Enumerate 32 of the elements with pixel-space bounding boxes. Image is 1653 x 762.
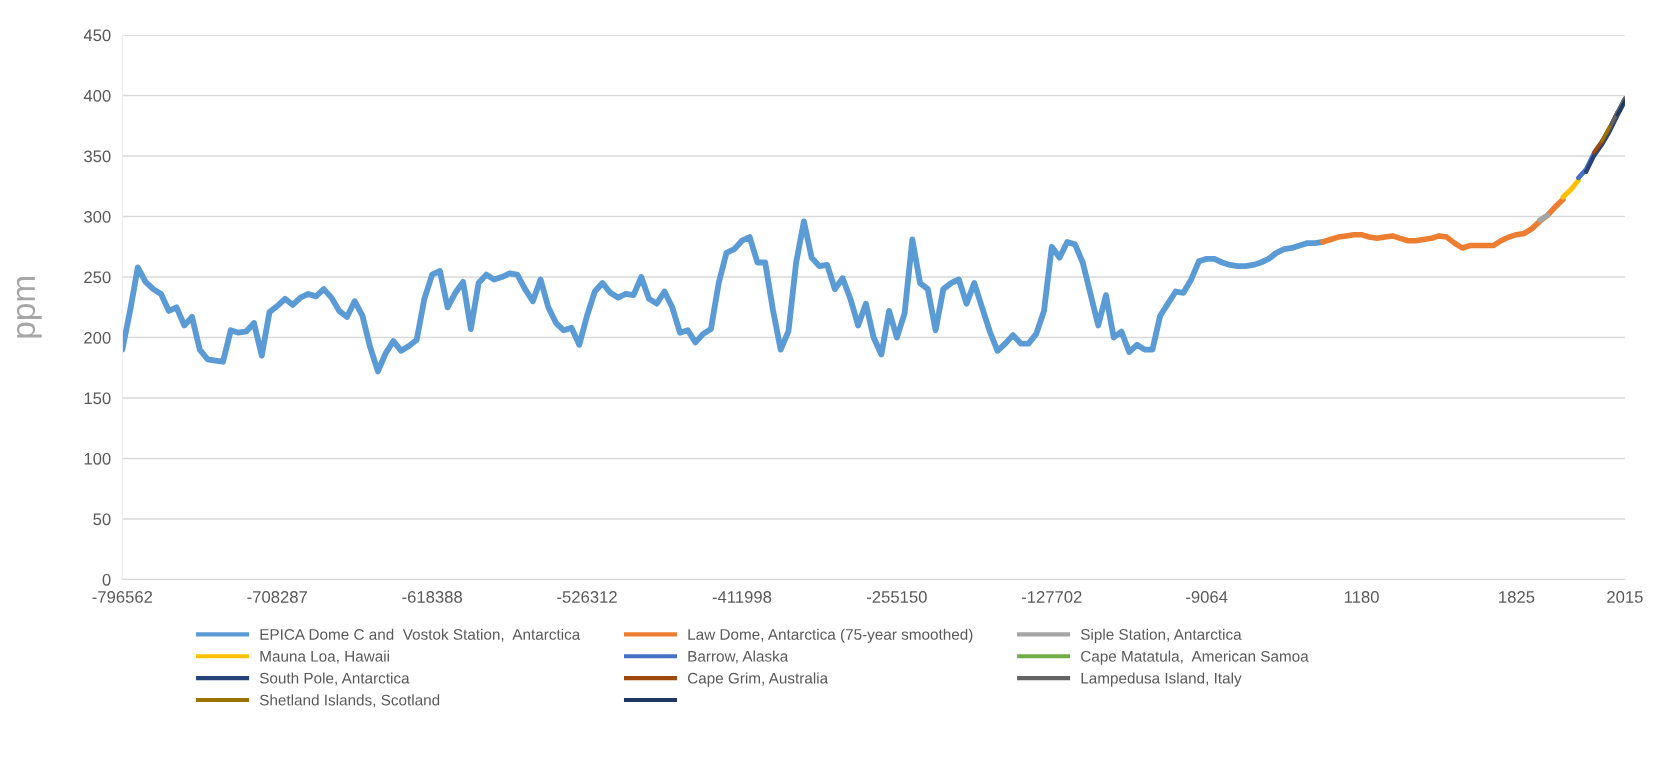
legend-label: South Pole, Antarctica xyxy=(259,672,410,686)
x-tick-label: -9064 xyxy=(1186,591,1228,603)
legend-label: Law Dome, Antarctica (75-year smoothed) xyxy=(688,628,973,643)
y-tick-label: 50 xyxy=(93,513,111,526)
y-tick-label: 250 xyxy=(84,271,111,284)
x-tick-label: 1180 xyxy=(1344,591,1379,603)
legend-label: Shetland Islands, Scotland xyxy=(259,694,440,708)
legend-label: EPICA Dome C and Vostok Station, Antarctica xyxy=(260,628,581,642)
legend-label: Lampedusa Island, Italy xyxy=(1081,672,1242,687)
y-tick-label: 100 xyxy=(84,452,111,465)
x-tick-label: -411998 xyxy=(712,591,772,603)
y-tick-label: 400 xyxy=(83,89,111,102)
x-tick-label: -526312 xyxy=(557,591,617,603)
x-tick-label: -796562 xyxy=(92,591,153,603)
y-tick-label: 350 xyxy=(84,150,111,163)
x-tick-label: -255150 xyxy=(867,591,927,603)
legend-label: Barrow, Alaska xyxy=(688,650,789,664)
y-axis-title: ppm xyxy=(16,277,42,338)
y-tick-label: 300 xyxy=(84,210,111,223)
legend-label: Cape Matatula, American Samoa xyxy=(1081,650,1309,665)
x-tick-label: -708287 xyxy=(247,591,307,603)
legend-label: Mauna Loa, Hawaii xyxy=(260,650,389,664)
y-tick-label: 150 xyxy=(84,392,111,405)
legend-label: Cape Grim, Australia xyxy=(687,672,829,687)
legend-label: Siple Station, Antarctica xyxy=(1080,628,1242,643)
x-tick-label: -618388 xyxy=(402,591,462,603)
x-tick-label: 1825 xyxy=(1499,591,1535,603)
x-tick-label: 2015 xyxy=(1607,591,1643,603)
y-tick-label: 200 xyxy=(84,331,111,344)
y-tick-label: 0 xyxy=(102,573,111,586)
x-tick-label: -127702 xyxy=(1021,591,1082,603)
y-tick-label: 450 xyxy=(83,29,111,42)
